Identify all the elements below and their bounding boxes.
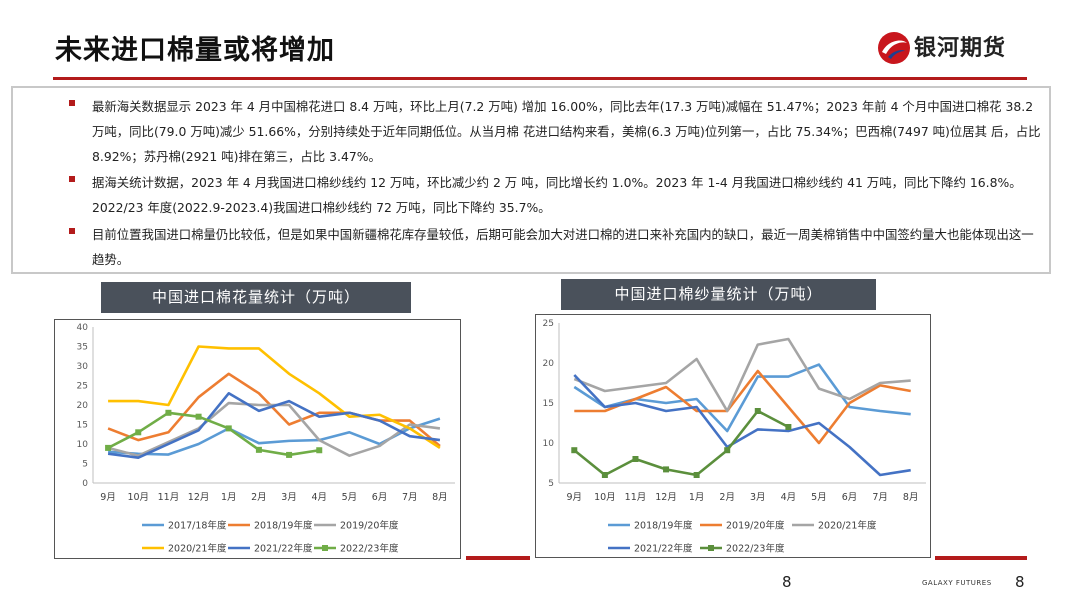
- series-point: [663, 466, 670, 473]
- x-tick-label: 4月: [311, 492, 327, 503]
- galaxy-logo-icon: [878, 32, 910, 64]
- x-tick-label: 9月: [567, 492, 583, 503]
- y-tick-label: 25: [543, 319, 554, 329]
- footer-rule-left: [466, 556, 530, 560]
- chart-title-yarn: 中国进口棉纱量统计（万吨）: [561, 279, 876, 310]
- y-tick-label: 10: [543, 439, 555, 449]
- x-tick-label: 8月: [432, 492, 448, 503]
- y-tick-label: 35: [77, 343, 88, 353]
- x-tick-label: 1月: [221, 492, 237, 503]
- x-tick-label: 4月: [781, 492, 797, 503]
- series-point: [255, 446, 262, 453]
- page-title: 未来进口棉量或将增加: [55, 35, 335, 66]
- bullet-box: 最新海关数据显示 2023 年 4 月中国棉花进口 8.4 万吨，环比上月(7.…: [11, 86, 1051, 274]
- bullet-marker-icon: [69, 228, 75, 234]
- x-tick-label: 3月: [281, 492, 297, 503]
- y-tick-label: 15: [77, 421, 88, 431]
- series-line: [573, 409, 789, 477]
- x-tick-label: 5月: [342, 492, 358, 503]
- legend-label: 2017/18年度: [168, 520, 227, 532]
- x-tick-label: 10月: [127, 492, 149, 503]
- series-point: [135, 429, 142, 436]
- series-point: [754, 408, 761, 414]
- series-point: [785, 424, 792, 430]
- series-line: [574, 369, 911, 445]
- x-tick-label: 5月: [811, 492, 827, 503]
- bullet-marker-icon: [69, 176, 75, 182]
- legend-label: 2022/23年度: [340, 543, 399, 555]
- x-tick-label: 12月: [655, 492, 677, 503]
- series-point: [724, 447, 731, 454]
- legend-label: 2022/23年度: [726, 543, 785, 555]
- series-point: [286, 451, 293, 458]
- series-line: [108, 345, 441, 449]
- x-tick-label: 3月: [750, 492, 766, 503]
- y-tick-label: 40: [77, 323, 89, 333]
- y-tick-label: 10: [77, 440, 89, 450]
- x-tick-label: 1月: [689, 492, 705, 503]
- chart-cotton-svg: 0 5 10 15 20 25 30 35 40 9月 10月 11月 12月 1月 2月 3月 4月 5月 6月 7…: [77, 323, 455, 555]
- x-tick-label: 11月: [625, 492, 647, 503]
- series-point: [632, 456, 639, 462]
- bullet-text: 最新海关数据显示 2023 年 4 月中国棉花进口 8.4 万吨，环比上月(7.…: [92, 99, 1041, 164]
- y-tick-label: 25: [77, 382, 88, 392]
- legend-swatch-marker: [708, 545, 714, 551]
- series-point: [165, 409, 172, 416]
- chart-title-cotton: 中国进口棉花量统计（万吨）: [101, 282, 411, 313]
- chart-yarn-svg: 5 10 15 20 25 9月 10月 11月 12月 1月 2月 3月 4月 5月 6月 7月 8月 2018…: [543, 319, 926, 555]
- legend-label: 2020/21年度: [168, 543, 227, 555]
- legend-swatch-marker: [322, 545, 328, 551]
- x-tick-label: 9月: [100, 492, 116, 503]
- page-number-right: 8: [1015, 573, 1025, 591]
- x-tick-label: 2月: [251, 492, 267, 503]
- chart-yarn-imports: 5 10 15 20 25 9月 10月 11月 12月 1月 2月 3月 4月 5月 6月 7月 8月 2018…: [535, 314, 931, 558]
- series-line: [107, 392, 441, 459]
- series-point: [225, 425, 232, 432]
- legend-label: 2019/20年度: [340, 520, 399, 532]
- y-tick-label: 15: [543, 399, 554, 409]
- legend-label: 2020/21年度: [818, 520, 877, 532]
- x-tick-label: 7月: [402, 492, 418, 503]
- legend-label: 2021/22年度: [634, 543, 693, 555]
- series-line: [573, 337, 911, 413]
- chart-cotton-imports: 0 5 10 15 20 25 30 35 40 9月 10月 11月 12月 1月 2月 3月 4月 5月 6月 7…: [54, 319, 461, 559]
- series-point: [571, 447, 578, 454]
- x-tick-label: 6月: [372, 492, 388, 503]
- brand-name: 银河期货: [914, 36, 1007, 61]
- x-tick-label: 6月: [842, 492, 858, 503]
- x-tick-label: 11月: [158, 492, 180, 503]
- header-rule: [53, 77, 1027, 80]
- x-tick-label: 8月: [903, 492, 919, 503]
- x-tick-label: 12月: [188, 492, 210, 503]
- series-point: [195, 413, 202, 420]
- series-line: [573, 374, 911, 477]
- brand-logo: 银河期货: [876, 28, 1036, 68]
- legend-label: 2019/20年度: [726, 520, 785, 532]
- bullet-text: 目前位置我国进口棉量仍比较低，但是如果中国新疆棉花库存量较低，后期可能会加大对进…: [92, 227, 1034, 267]
- series-line: [107, 411, 320, 457]
- x-tick-label: 2月: [719, 492, 735, 503]
- series-point: [105, 444, 112, 451]
- series-line: [107, 372, 441, 447]
- y-tick-label: 30: [77, 362, 89, 372]
- page-number: 8: [782, 573, 792, 591]
- bullet-text: 据海关统计数据，2023 年 4 月我国进口棉纱线约 12 万吨，环比减少约 2…: [92, 175, 1022, 215]
- bullet-marker-icon: [69, 100, 75, 106]
- y-tick-label: 5: [82, 460, 88, 470]
- y-tick-label: 5: [548, 479, 554, 489]
- series-point: [316, 447, 323, 454]
- x-tick-label: 10月: [594, 492, 616, 503]
- x-tick-label: 7月: [872, 492, 888, 503]
- footer-brand: GALAXY FUTURES: [922, 579, 992, 587]
- footer-rule-right: [935, 556, 1027, 560]
- series-point: [601, 472, 608, 478]
- y-tick-label: 20: [543, 359, 555, 369]
- legend-label: 2018/19年度: [634, 520, 693, 532]
- series-point: [693, 472, 700, 478]
- y-tick-label: 20: [77, 401, 89, 411]
- y-tick-label: 0: [82, 479, 88, 489]
- legend-label: 2021/22年度: [254, 543, 313, 555]
- legend-label: 2018/19年度: [254, 520, 313, 532]
